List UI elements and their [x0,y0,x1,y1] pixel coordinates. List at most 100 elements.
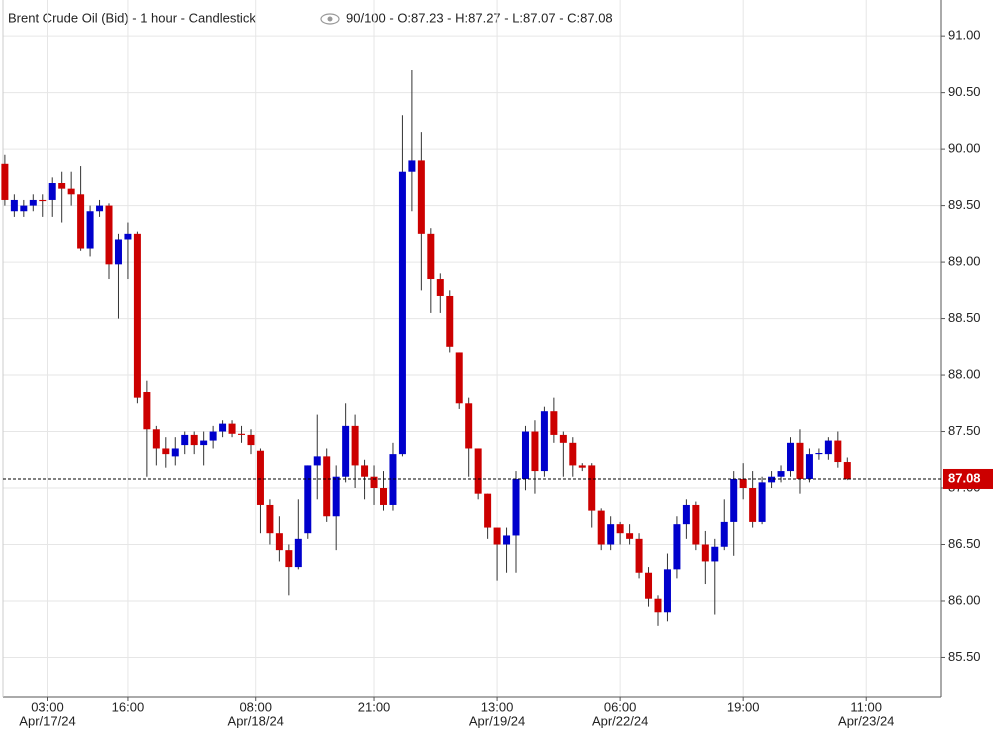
last-price-box [943,468,993,489]
candle-body [48,183,56,200]
candle-body [114,239,122,265]
x-date-label: Apr/17/24 [19,713,75,728]
candle-body [190,434,198,446]
y-tick-label: 89.50 [948,197,981,212]
candle-body [531,431,539,472]
last-price-label: 87.08 [948,470,981,485]
candle-body [815,452,823,455]
candle-body [238,433,246,435]
candle-body [796,442,804,479]
candle-body [342,425,350,477]
candle-body [805,454,813,479]
candle-body [787,442,795,472]
candle-body [540,411,548,472]
candle-body [673,524,681,570]
chart-title: Brent Crude Oil (Bid) - 1 hour - Candles… [8,10,256,25]
candle-body [389,454,397,505]
x-date-label: Apr/19/24 [469,713,525,728]
grid [3,0,941,697]
candle-body [465,403,473,449]
candle-body [730,478,738,522]
candle-body [152,429,160,449]
candle-body [39,199,47,202]
candle-body [124,233,132,240]
y-tick-label: 85.50 [948,649,981,664]
candle-body [834,440,842,463]
y-tick-label: 88.00 [948,366,981,381]
candle-body [446,295,454,347]
y-tick-label: 90.00 [948,141,981,156]
candle-body [133,233,141,398]
candle-body [361,465,369,477]
candle-body [521,431,529,479]
candle-body [408,160,416,172]
candle-body [758,482,766,522]
candle-body [96,205,104,212]
candle-body [58,183,66,189]
candle-body [824,440,832,455]
candle-body [247,434,255,446]
candle-body [427,233,435,280]
candle-body [228,423,236,434]
candle-body [493,527,501,545]
candle-body [313,456,321,466]
x-tick-label: 08:00 [239,699,272,714]
x-tick-label: 06:00 [604,699,637,714]
x-tick-label: 16:00 [112,699,145,714]
candle-body [701,544,709,562]
y-tick-label: 89.00 [948,254,981,269]
candle-body [10,199,18,212]
x-date-label: Apr/18/24 [228,713,284,728]
candle-body [635,538,643,573]
candle-body [143,391,151,430]
candle-body [266,504,274,534]
candle-body [294,538,302,568]
candle-body [484,493,492,528]
candle-body [777,471,785,477]
candle-body [323,456,331,517]
y-tick-label: 86.00 [948,592,981,607]
candle-body [398,171,406,455]
candle-body [181,434,189,446]
candle-body [77,194,85,249]
candle-body [1,163,9,200]
candle-body [597,510,605,545]
candle-body [332,476,340,517]
candle-body [663,569,671,613]
candle-body [105,205,113,265]
x-tick-label: 03:00 [31,699,64,714]
candle-body [503,535,511,545]
candle-body [351,425,359,466]
x-tick-label: 13:00 [481,699,514,714]
y-tick-label: 88.50 [948,310,981,325]
y-tick-label: 87.50 [948,423,981,438]
candle-body [749,488,757,522]
candle-body [67,188,75,195]
candle-body [474,448,482,494]
candle-body [588,465,596,511]
candle-body [654,598,662,613]
y-tick-label: 86.50 [948,536,981,551]
candle-body [550,411,558,435]
candle-body [512,478,520,536]
candle-body [739,478,747,489]
y-tick-label: 90.50 [948,84,981,99]
candle-body [559,434,567,443]
candle-body [682,504,690,525]
candle-body [768,476,776,483]
x-tick-label: 19:00 [727,699,760,714]
x-tick-label: 11:00 [850,699,882,714]
candle-body [607,524,615,545]
candle-body [219,423,227,432]
candle-body [209,431,217,441]
candle-body [171,448,179,457]
candle-body [304,465,312,534]
chart-legend: 90/100 - O:87.23 - H:87.27 - L:87.07 - C… [346,10,613,25]
candle-body [20,205,28,212]
y-tick-label: 91.00 [948,28,981,43]
eye-icon [320,13,340,25]
candle-body [162,448,170,455]
candle-body [436,279,444,296]
